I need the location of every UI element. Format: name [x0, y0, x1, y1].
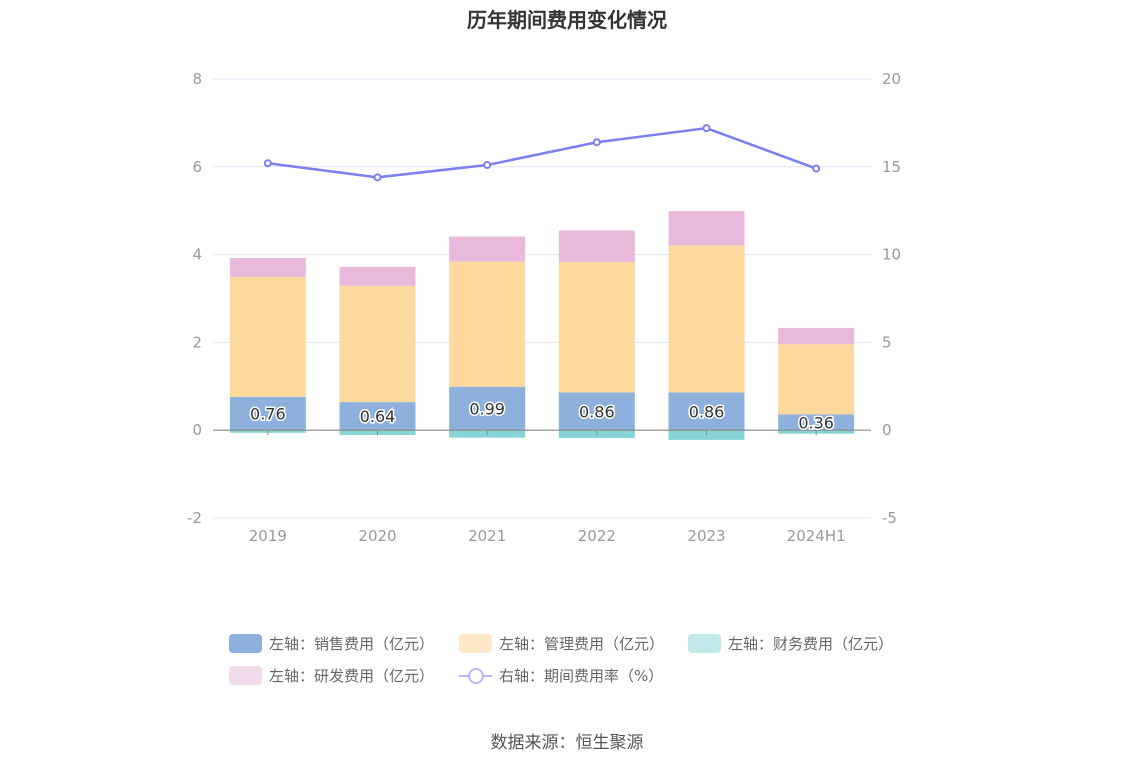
bar-segment — [778, 414, 855, 431]
bar-segment — [229, 396, 306, 431]
chart-title: 历年期间费用变化情况 — [467, 8, 667, 32]
right-axis-tick-label: 15 — [882, 158, 901, 176]
bar-data-label: 0.76 — [250, 405, 286, 424]
bar-data-label: 0.86 — [689, 402, 725, 421]
bar-data-label: 0.99 — [469, 399, 505, 418]
rate-line-point — [373, 173, 382, 182]
legend-swatch-sales — [229, 634, 262, 653]
x-axis-tick-label: 2021 — [468, 527, 506, 545]
rate-line-point — [592, 138, 601, 147]
legend-label-admin: 左轴：管理费用（亿元） — [499, 635, 665, 653]
x-axis-tick-label: 2022 — [578, 527, 616, 545]
left-axis-tick-label: 0 — [192, 421, 202, 439]
left-axis-tick-label: -2 — [187, 509, 202, 527]
left-axis-tick-label: 8 — [192, 70, 202, 88]
rate-line — [267, 126, 817, 179]
bar-segment — [778, 344, 855, 415]
legend-swatch-rate — [459, 666, 492, 685]
rate-line-series — [263, 124, 821, 182]
x-axis-tick-label: 2024H1 — [787, 527, 846, 545]
grid-lines — [213, 78, 871, 519]
legend-item-sales[interactable]: 左轴：销售费用（亿元） — [229, 633, 434, 654]
right-axis-tick-label: 10 — [882, 246, 901, 264]
bar-segment — [778, 327, 855, 345]
data-labels: 0.76 0.64 0.99 0.86 0.86 0.36 — [249, 398, 836, 434]
bar-segment — [668, 245, 745, 393]
rate-line-point — [483, 161, 492, 170]
left-axis-tick-label: 2 — [192, 333, 202, 351]
rate-line-point — [702, 124, 711, 133]
left-axis-tick-label: 6 — [192, 158, 202, 176]
left-axis-tick-label: 4 — [192, 246, 202, 264]
legend-label-rate: 右轴：期间费用率（%） — [499, 667, 664, 685]
legend-label-sales: 左轴：销售费用（亿元） — [269, 635, 435, 653]
legend-swatch-finance — [688, 634, 721, 653]
bar-segment — [558, 262, 635, 393]
legend-swatch-admin — [459, 634, 492, 653]
legend-item-finance[interactable]: 左轴：财务费用（亿元） — [688, 633, 893, 654]
bar-segment — [449, 261, 526, 387]
bar-segment — [558, 230, 635, 263]
rate-line-point — [263, 159, 272, 168]
legend-item-rate[interactable]: 右轴：期间费用率（%） — [459, 665, 663, 686]
x-axis-tick-label: 2023 — [687, 527, 725, 545]
bar-data-label: 0.86 — [579, 402, 615, 421]
rate-line-point — [812, 164, 821, 173]
bar-series — [229, 211, 855, 440]
right-axis-tick-label: 0 — [882, 421, 892, 439]
bar-segment — [339, 266, 416, 286]
x-axis-tick-label: 2019 — [249, 527, 287, 545]
right-axis-tick-label: 20 — [882, 70, 901, 88]
right-axis-tick-label: 5 — [882, 333, 892, 351]
bar-data-label: 0.64 — [360, 407, 396, 426]
right-axis-tick-label: -5 — [882, 509, 897, 527]
legend-item-rd[interactable]: 左轴：研发费用（亿元） — [229, 665, 434, 686]
bar-segment — [668, 392, 745, 431]
bar-segment — [339, 285, 416, 403]
legend-label-rd: 左轴：研发费用（亿元） — [269, 667, 435, 685]
legend-label-finance: 左轴：财务费用（亿元） — [728, 635, 894, 653]
legend-swatch-rd — [229, 666, 262, 685]
bar-segment — [339, 402, 416, 431]
legend-item-admin[interactable]: 左轴：管理费用（亿元） — [459, 633, 664, 654]
bar-segment — [668, 211, 745, 246]
bar-segment — [558, 392, 635, 431]
x-axis-tick-label: 2020 — [358, 527, 396, 545]
bar-segment — [449, 386, 526, 431]
bar-segment — [449, 236, 526, 262]
bar-data-label: 0.36 — [798, 413, 834, 432]
bar-segment — [229, 258, 306, 277]
data-source: 数据来源：恒生聚源 — [490, 733, 644, 753]
bar-segment — [229, 276, 306, 397]
